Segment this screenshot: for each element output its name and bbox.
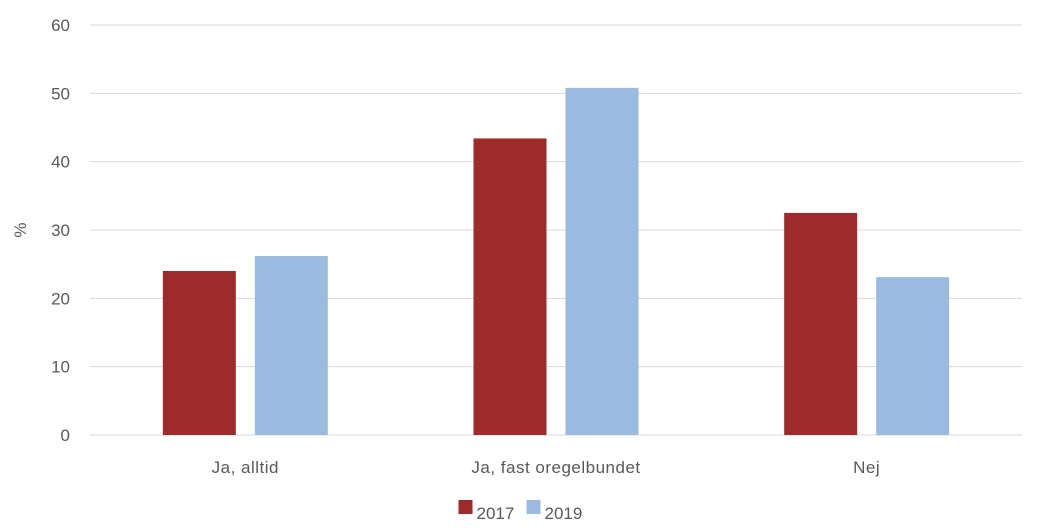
x-axis-categories: Ja, alltid Ja, fast oregelbundet Nej	[212, 458, 880, 477]
legend-label: 2019	[545, 504, 583, 523]
y-axis-ticks: 0 10 20 30 40 50 60	[51, 16, 70, 445]
bar-2019-1	[254, 255, 328, 435]
legend-swatch	[526, 500, 541, 514]
x-category-label: Ja, alltid	[212, 458, 279, 477]
x-category-label: Nej	[853, 458, 880, 477]
bars	[162, 87, 950, 435]
y-tick-label: 60	[51, 16, 70, 35]
gridlines	[90, 24, 1022, 436]
bar-2017-1	[162, 271, 236, 435]
legend: 2017 2019	[458, 500, 583, 523]
y-tick-label: 50	[51, 84, 70, 103]
y-tick-label: 10	[51, 358, 70, 377]
y-tick-label: 30	[51, 221, 70, 240]
bar-2019-2	[565, 87, 639, 435]
y-axis-label: %	[11, 222, 30, 237]
legend-swatch	[458, 500, 473, 514]
y-tick-label: 0	[61, 426, 70, 445]
legend-label: 2017	[477, 504, 515, 523]
x-category-label: Ja, fast oregelbundet	[471, 458, 640, 477]
y-tick-label: 40	[51, 153, 70, 172]
bar-2017-2	[473, 138, 547, 435]
bar-2017-3	[784, 212, 858, 435]
y-tick-label: 20	[51, 289, 70, 308]
bar-2019-3	[876, 277, 950, 435]
